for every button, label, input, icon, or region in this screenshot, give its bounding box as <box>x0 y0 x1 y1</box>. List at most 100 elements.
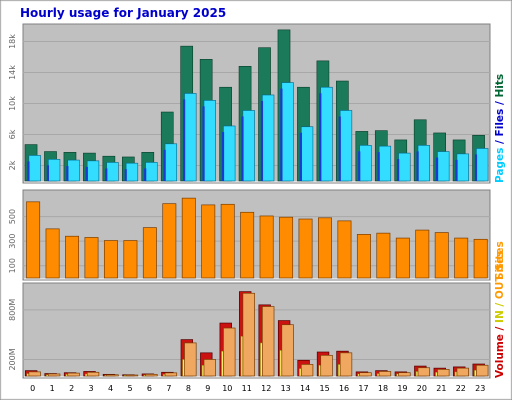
bar-files <box>144 168 147 181</box>
bar-files <box>358 151 361 181</box>
bar-out <box>242 292 255 377</box>
bar-files <box>221 131 225 181</box>
x-tick-label: 8 <box>186 384 191 393</box>
x-tick-label: 14 <box>300 384 310 393</box>
bar-pages <box>164 143 178 182</box>
x-tick-label: 2 <box>69 384 74 393</box>
bar-sites <box>415 229 430 279</box>
bar-files <box>241 116 244 181</box>
bar-files <box>46 165 49 181</box>
x-tick-label: 18 <box>378 384 388 393</box>
x-tick-label: 1 <box>50 384 55 393</box>
bar-sites <box>142 227 157 279</box>
y-tick-label: 800M <box>8 299 17 321</box>
x-tick-label: 13 <box>281 384 291 393</box>
x-tick-label: 12 <box>261 384 271 393</box>
bar-sites <box>356 234 371 279</box>
y-tick-label: 14k <box>8 65 17 80</box>
bar-files <box>202 106 205 181</box>
bar-files <box>66 166 69 181</box>
bar-sites <box>162 203 177 279</box>
bar-out <box>320 354 333 377</box>
bar-out <box>125 374 139 377</box>
bar-files <box>455 159 458 181</box>
bar-files <box>397 159 400 181</box>
bar-sites <box>84 237 99 279</box>
bar-files <box>338 116 341 181</box>
y-tick-label: 2k <box>8 160 17 170</box>
y-axis-label: Sites <box>494 250 506 280</box>
panel-background <box>22 282 491 379</box>
x-tick-label: 16 <box>339 384 349 393</box>
bar-sites <box>201 204 216 279</box>
bar-files <box>319 93 322 181</box>
x-tick-label: 9 <box>205 384 210 393</box>
bar-pages <box>106 162 119 182</box>
y-axis-label-part: Pages <box>494 148 506 183</box>
bar-sites <box>45 228 60 279</box>
bar-sites <box>279 216 294 279</box>
y-axis-label-part: Sites <box>494 241 506 271</box>
bar-out <box>378 371 392 377</box>
bar-pages <box>67 159 80 182</box>
bar-pages <box>300 126 314 182</box>
y-tick-label: 300 <box>8 234 17 249</box>
bar-pages <box>47 159 61 182</box>
bar-out <box>106 374 119 377</box>
bar-pages <box>456 153 469 182</box>
y-axis-label-part: OUT <box>494 274 506 299</box>
x-tick-label: 22 <box>456 384 466 393</box>
x-tick-label: 23 <box>475 384 485 393</box>
bar-sites <box>337 220 352 279</box>
bar-out <box>261 306 275 377</box>
bar-out <box>359 372 372 377</box>
bar-sites <box>298 218 313 279</box>
bar-files <box>416 151 419 181</box>
bar-files <box>183 99 186 181</box>
bar-sites <box>240 211 255 279</box>
bar-files <box>163 149 166 181</box>
x-tick-label: 4 <box>108 384 113 393</box>
bar-out <box>417 367 431 377</box>
bar-pages <box>417 145 430 182</box>
y-axis-label-part: Sites <box>494 250 506 280</box>
bar-files <box>85 166 88 181</box>
y-tick-label: 200M <box>8 348 17 370</box>
bar-files <box>435 157 439 181</box>
bar-sites <box>318 217 332 279</box>
panel-pages-files-hits: 2k 6k 10k 14k 18k Pages / Files / Hits <box>8 23 506 184</box>
bar-pages <box>184 93 197 182</box>
bar-pages <box>223 125 236 182</box>
x-axis-tick-labels: 0 1 2 3 4 5 6 7 8 9 10 11 12 13 14 15 16 17 18 19 20 21 22 23 <box>30 384 485 393</box>
bar-sites <box>181 197 196 279</box>
bar-out <box>86 371 100 377</box>
y-tick-label: 6k <box>8 129 17 139</box>
bar-pages <box>339 110 353 182</box>
bar-sites <box>395 237 410 279</box>
panel-sites: 100 300 500 Sites <box>8 189 506 281</box>
y-axis-label: Volume / IN / OUT Sites <box>494 241 506 378</box>
x-tick-label: 0 <box>30 384 35 393</box>
y-tick-label: 500 <box>8 209 17 224</box>
bar-out <box>456 367 469 377</box>
y-axis-label-part: Hits <box>494 74 506 98</box>
bar-out <box>398 372 411 377</box>
bar-out <box>203 359 216 377</box>
bar-sites <box>103 240 118 279</box>
y-axis-label-part: Volume <box>494 334 506 378</box>
x-tick-label: 21 <box>436 384 446 393</box>
x-tick-label: 6 <box>147 384 152 393</box>
bar-out <box>184 342 197 377</box>
bar-sites <box>26 201 41 279</box>
bar-files <box>27 161 30 181</box>
bar-pages <box>320 86 333 182</box>
y-tick-label: 10k <box>8 96 17 111</box>
chart-panels: 2k 6k 10k 14k 18k Pages / Files / Hits 100 300 5… <box>8 23 506 379</box>
bar-out <box>339 352 353 377</box>
bar-pages <box>281 82 294 182</box>
bar-sites <box>259 215 274 279</box>
bar-out <box>145 373 158 377</box>
